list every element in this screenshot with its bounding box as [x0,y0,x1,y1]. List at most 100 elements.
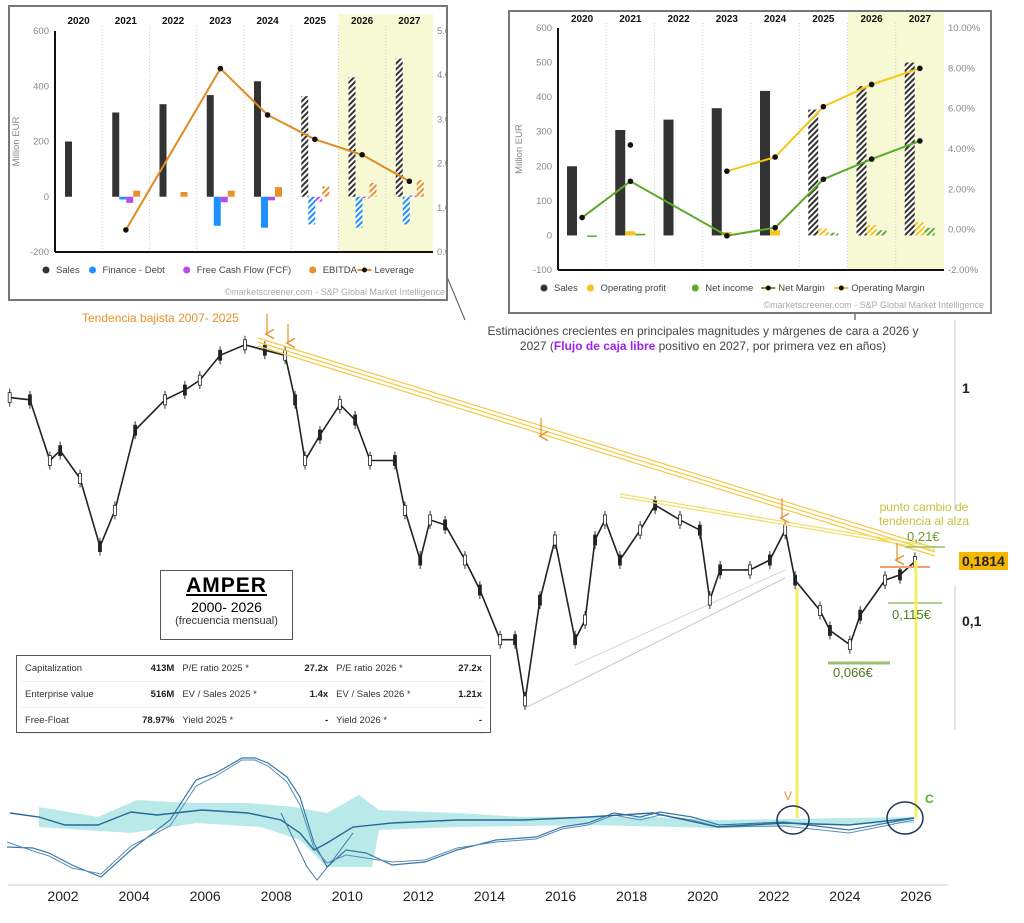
table-row: Capitalization 413M P/E ratio 2025 * 27.2x P… [21,656,486,682]
y-right-tick-label: 4.00% [948,144,975,155]
y-right-tick-label: 5.00x [437,26,446,37]
bar-ebitda [275,187,282,197]
price-candle [767,554,772,566]
price-candle [47,455,52,466]
price-series [7,335,917,710]
year-tick-label: 2008 [260,888,292,904]
price-candle [303,455,307,466]
price-candle [28,394,32,406]
sell-signal-label: V [784,789,793,803]
price-candle [112,504,117,516]
year-label: 2025 [812,14,835,25]
bar-sales [856,86,867,236]
table-row: Free-Float 78.97% Yield 2025 * - Yield 2026 … [21,707,486,734]
fundamentals-table: Capitalization 413M P/E ratio 2025 * 27.2x P… [16,655,491,734]
price-candle [293,394,297,406]
level-low-label: 0,066€ [833,665,873,680]
year-tick-label: 2024 [829,888,861,904]
y-right-tick-label: 8.00% [948,63,975,74]
point-operating-margin [917,65,923,72]
legend-dot [765,285,771,291]
bar-ebitda [227,190,235,197]
point-leverage [406,178,413,185]
price-candle [748,564,752,576]
last-price-badge: 0,1814 [959,552,1008,570]
price-candle [7,392,12,403]
point-net-margin [868,156,875,162]
metric-label: Enterprise value [21,681,125,708]
price-candle [593,534,597,546]
legend-label: EBITDA [323,265,358,276]
y-tick-label: 400 [536,92,552,103]
price-candle [477,584,482,596]
bar-sales [159,104,167,197]
year-label: 2022 [668,14,691,25]
legend-label: Net Margin [778,283,824,294]
period-label: 2000- 2026 [191,599,262,615]
legend-label: Free Cash Flow (FCF) [197,265,291,276]
bar-sales [348,77,356,197]
legend-dot [838,285,844,291]
year-label: 2022 [162,16,185,27]
y-right-tick-label: 10.00% [948,23,981,34]
legend-swatch-net-income [691,284,699,292]
legend-swatch-sales [42,266,50,274]
price-candle [243,339,247,351]
metric-label: Capitalization [21,656,125,682]
price-candle [368,455,372,466]
price-candle [783,524,788,536]
point-operating-margin [868,81,875,88]
year-tick-label: 2010 [331,888,363,904]
point-operating-margin [772,154,778,160]
year-tick-label: 2020 [687,888,719,904]
year-tick-label: 2012 [402,888,434,904]
sell-signal-circle [776,805,810,835]
legend-dot [362,267,367,273]
y-tick-label: 600 [536,23,552,34]
year-label: 2024 [257,16,280,27]
y-tick-label: 100 [536,196,552,207]
price-candle [793,574,798,586]
price-candle [463,554,467,566]
bar-operating-profit [625,231,636,236]
point-net-margin [820,176,827,183]
price-candle [898,569,902,581]
bar-sales [567,166,577,236]
legend-label: Operating profit [601,283,667,294]
bar-free-cash-flow-fcf [362,196,370,199]
point-net-margin [917,138,923,144]
price-candle [678,514,682,526]
title-box: AMPER 2000- 2026 (frecuencia mensual) [160,570,293,640]
oscillator-band [39,795,914,867]
price-candle [197,374,202,386]
point-leverage [359,151,365,158]
price-candle [163,394,167,406]
metric-value: 413M [124,656,179,682]
price-candle [858,609,863,621]
year-tick-label: 2014 [473,888,506,904]
bar-ebitda [180,192,188,197]
year-tick-label: 2016 [544,888,577,904]
metric-label: EV / Sales 2026 * [332,681,444,708]
price-tick-01: 0,1 [962,613,982,629]
bar-ebitda [133,190,141,197]
bar-sales [760,90,770,236]
bar-finance-debt [213,196,221,226]
year-label: 2025 [304,16,327,27]
bar-sales [808,109,819,236]
price-candle [573,634,578,646]
year-label: 2023 [209,16,232,27]
y-right-tick-label: 6.00% [948,104,975,115]
oscillator-line-slow-2 [6,759,915,875]
downtrend-channel [257,337,936,557]
point-leverage [264,112,271,118]
metric-label: P/E ratio 2025 * [178,656,290,682]
bar-finance-debt [355,196,363,228]
point-leverage [312,136,318,143]
bar-operating-profit [818,228,829,236]
price-candle [353,414,358,426]
company-name: AMPER [186,574,267,597]
support-line [574,569,786,666]
